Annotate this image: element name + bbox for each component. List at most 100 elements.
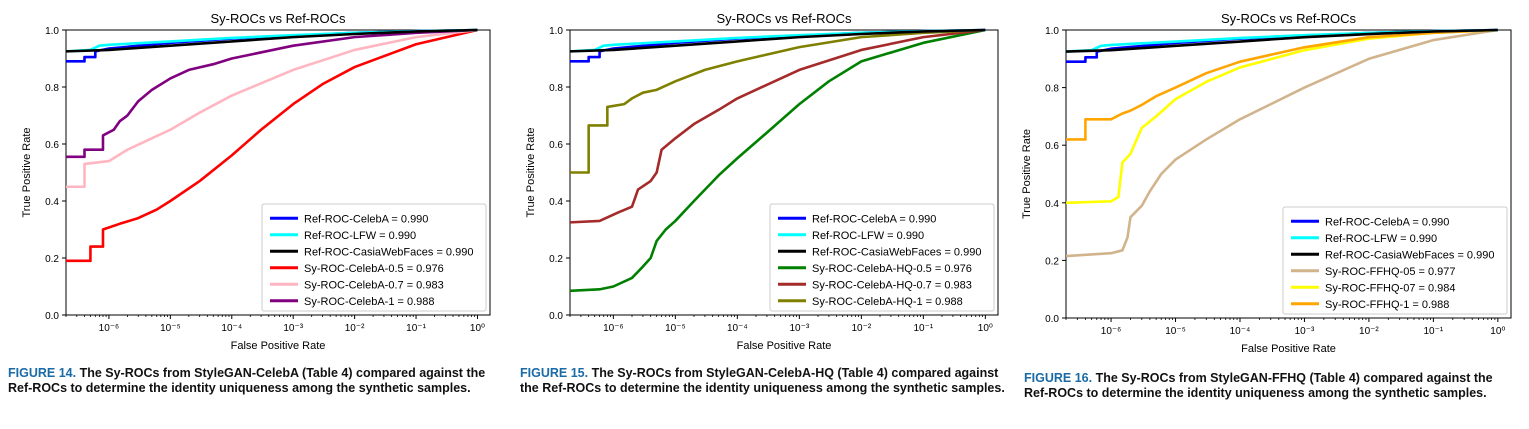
series-line-2 <box>1066 28 1498 53</box>
legend-entry: Ref-ROC-CelebA = 0.990 <box>1325 216 1449 228</box>
y-tick-label: 0.0 <box>1045 314 1059 325</box>
y-tick-label: 0.8 <box>45 83 59 94</box>
roc-chart-figure-14: Sy-ROCs vs Ref-ROCs 0.0 0.2 0.4 0.6 0.8 1.0 10⁻… <box>21 11 491 352</box>
legend-entry: Sy-ROC-CelebA-HQ-0.7 = 0.983 <box>812 279 972 291</box>
figure-15-caption-label: FIGURE 15. <box>520 366 589 380</box>
legend-entry: Sy-ROC-CelebA-HQ-1 = 0.988 <box>812 296 963 308</box>
legend-entry: Ref-ROC-CasiaWebFaces = 0.990 <box>812 246 981 258</box>
y-tick-label: 0.2 <box>45 254 59 265</box>
y-tick-label: 0.6 <box>45 140 59 151</box>
legend-entry: Ref-ROC-CasiaWebFaces = 0.990 <box>1325 249 1494 261</box>
series-line-3 <box>1066 28 1499 258</box>
x-tick-label: 10⁻³ <box>1295 326 1315 337</box>
figure-15-caption-text: The Sy-ROCs from StyleGAN-CelebA-HQ (Tab… <box>520 366 1005 395</box>
figure-16-caption: FIGURE 16. The Sy-ROCs from StyleGAN-FFH… <box>1024 371 1514 401</box>
y-tick-label: 0.0 <box>45 311 59 322</box>
x-tick-label: 10⁰ <box>978 323 993 334</box>
legend-entry: Ref-ROC-LFW = 0.990 <box>304 230 416 242</box>
y-tick-label: 0.6 <box>549 140 563 151</box>
y-tick-label: 1.0 <box>549 26 563 37</box>
figure-15-caption: FIGURE 15. The Sy-ROCs from StyleGAN-Cel… <box>520 366 1010 396</box>
x-tick-label: 10⁻¹ <box>1424 326 1444 337</box>
figure-14-caption-label: FIGURE 14. <box>8 366 77 380</box>
x-axis-label: False Positive Rate <box>1241 343 1336 355</box>
x-tick-label: 10⁻¹ <box>913 323 933 334</box>
legend-box <box>1282 206 1508 315</box>
legend-entry: Sy-ROC-CelebA-1 = 0.988 <box>304 296 435 308</box>
series-line-0 <box>570 28 986 63</box>
roc-chart-figure-16: Sy-ROCs vs Ref-ROCs 0.0 0.2 0.4 0.6 0.8 1.0 10⁻… <box>1021 11 1512 355</box>
y-tick-label: 0.2 <box>1045 256 1059 267</box>
x-tick-label: 10⁻² <box>1359 326 1379 337</box>
plot-frame <box>1065 29 1512 319</box>
y-tick-label: 0.4 <box>45 197 59 208</box>
legend-entry: Ref-ROC-LFW = 0.990 <box>812 230 924 242</box>
y-tick-label: 0.0 <box>549 311 563 322</box>
figure-16-caption-text: The Sy-ROCs from StyleGAN-FFHQ (Table 4)… <box>1024 371 1493 400</box>
figure-14-caption-text: The Sy-ROCs from StyleGAN-CelebA (Table … <box>8 366 486 395</box>
figure-14: Sy-ROCs vs Ref-ROCs 0.0 0.2 0.4 0.6 0.8 1.0 10⁻… <box>0 0 505 429</box>
legend-box <box>769 203 995 312</box>
x-tick-label: 10⁻³ <box>283 323 303 334</box>
x-axis-label: False Positive Rate <box>737 340 832 352</box>
x-tick-label: 10⁻² <box>851 323 871 334</box>
legend-entry: Ref-ROC-CelebA = 0.990 <box>812 213 936 225</box>
chart-title: Sy-ROCs vs Ref-ROCs <box>210 11 346 26</box>
x-tick-label: 10⁰ <box>470 323 485 334</box>
series-line-5 <box>570 28 986 174</box>
x-tick-label: 10⁻⁶ <box>1101 326 1122 337</box>
legend-entry: Ref-ROC-CelebA = 0.990 <box>304 213 428 225</box>
legend-entry: Sy-ROC-CelebA-HQ-0.5 = 0.976 <box>812 263 972 275</box>
y-axis-label: True Positive Rate <box>1021 129 1033 219</box>
x-tick-label: 10⁻⁶ <box>99 323 120 334</box>
legend: Ref-ROC-CelebA = 0.990 Ref-ROC-LFW = 0.99… <box>261 203 487 312</box>
x-tick-label: 10⁻¹ <box>406 323 426 334</box>
legend-entry: Sy-ROC-CelebA-0.5 = 0.976 <box>304 263 444 275</box>
y-tick-label: 0.4 <box>549 197 563 208</box>
y-axis-label: True Positive Rate <box>525 127 537 217</box>
x-tick-label: 10⁻² <box>345 323 365 334</box>
x-tick-label: 10⁻⁴ <box>1230 326 1251 337</box>
y-tick-label: 0.8 <box>549 83 563 94</box>
y-tick-label: 0.8 <box>1045 84 1059 95</box>
x-tick-label: 10⁻⁵ <box>665 323 686 334</box>
series-line-5 <box>66 28 478 159</box>
y-axis-label: True Positive Rate <box>21 127 33 217</box>
figure-14-caption: FIGURE 14. The Sy-ROCs from StyleGAN-Cel… <box>8 366 498 396</box>
legend-entry: Ref-ROC-LFW = 0.990 <box>1325 233 1437 245</box>
y-tick-label: 1.0 <box>1045 26 1059 37</box>
series-line-5 <box>1066 28 1498 141</box>
chart-title: Sy-ROCs vs Ref-ROCs <box>1221 11 1357 26</box>
series-line-3 <box>570 28 986 293</box>
y-tick-label: 0.2 <box>549 254 563 265</box>
plot-frame <box>65 29 491 316</box>
series-line-4 <box>570 28 986 224</box>
x-tick-label: 10⁻⁶ <box>603 323 624 334</box>
figure-16-caption-label: FIGURE 16. <box>1024 371 1093 385</box>
legend-entry: Ref-ROC-CasiaWebFaces = 0.990 <box>304 246 473 258</box>
series-line-4 <box>1066 28 1498 205</box>
x-tick-label: 10⁻³ <box>789 323 809 334</box>
series-line-3 <box>66 28 478 263</box>
legend-entry: Sy-ROC-FFHQ-07 = 0.984 <box>1325 282 1456 294</box>
x-tick-label: 10⁰ <box>1490 326 1505 337</box>
y-tick-label: 0.4 <box>1045 199 1059 210</box>
legend: Ref-ROC-CelebA = 0.990 Ref-ROC-LFW = 0.99… <box>1282 206 1508 315</box>
series-line-2 <box>570 28 986 53</box>
legend-entry: Sy-ROC-FFHQ-05 = 0.977 <box>1325 266 1456 278</box>
roc-chart-figure-15: Sy-ROCs vs Ref-ROCs 0.0 0.2 0.4 0.6 0.8 1.0 10⁻… <box>525 11 999 352</box>
chart-title: Sy-ROCs vs Ref-ROCs <box>716 11 852 26</box>
figure-15: Sy-ROCs vs Ref-ROCs 0.0 0.2 0.4 0.6 0.8 1.0 10⁻… <box>512 0 1017 429</box>
legend-entry: Sy-ROC-FFHQ-1 = 0.988 <box>1325 299 1449 311</box>
y-tick-label: 0.6 <box>1045 141 1059 152</box>
legend: Ref-ROC-CelebA = 0.990 Ref-ROC-LFW = 0.99… <box>769 203 995 312</box>
series-line-2 <box>66 28 478 53</box>
y-tick-label: 1.0 <box>45 26 59 37</box>
x-tick-label: 10⁻⁵ <box>1165 326 1186 337</box>
x-tick-label: 10⁻⁵ <box>160 323 181 334</box>
legend-entry: Sy-ROC-CelebA-0.7 = 0.983 <box>304 279 444 291</box>
series-line-4 <box>66 28 478 189</box>
legend-box <box>261 203 487 312</box>
x-tick-label: 10⁻⁴ <box>727 323 748 334</box>
figure-16: Sy-ROCs vs Ref-ROCs 0.0 0.2 0.4 0.6 0.8 1.0 10⁻… <box>1016 0 1521 429</box>
